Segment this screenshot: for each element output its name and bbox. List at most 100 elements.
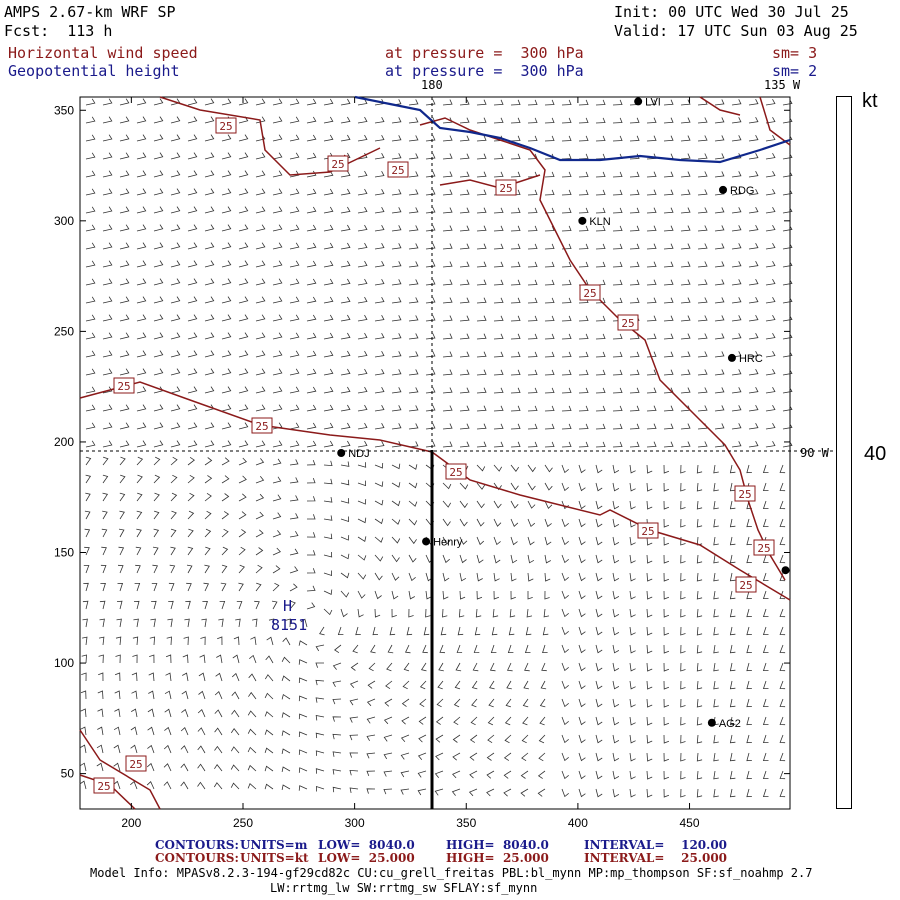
wind-barb	[264, 692, 274, 700]
wind-barb	[663, 171, 674, 178]
wind-barb	[469, 752, 478, 761]
wind-barb	[629, 752, 636, 762]
contour-label-box	[734, 485, 756, 502]
wind-barb	[765, 117, 776, 124]
wind-barb	[746, 716, 752, 726]
wind-barb	[102, 116, 113, 124]
wind-barb	[408, 423, 419, 430]
wind-barb	[238, 493, 247, 502]
wind-barb	[697, 153, 708, 160]
wind-barb	[476, 536, 485, 546]
wind-barb	[408, 608, 414, 618]
wind-barb	[612, 698, 620, 708]
contour-label-box	[113, 377, 135, 394]
wind-barb	[612, 662, 620, 672]
wind-barb	[442, 441, 453, 448]
wind-barb	[595, 225, 606, 232]
wind-barb	[612, 225, 623, 232]
wind-barb	[476, 279, 487, 286]
wind-barb	[746, 464, 752, 474]
wind-barb	[765, 171, 776, 178]
wind-barb	[476, 423, 487, 430]
wind-barb	[383, 734, 393, 742]
wind-barb	[272, 440, 283, 448]
wind-barb	[663, 225, 674, 232]
wind-barb	[102, 492, 109, 502]
wind-barb	[391, 315, 402, 322]
wind-barb	[153, 368, 164, 376]
wind-barb	[578, 225, 589, 232]
wind-barb	[561, 644, 569, 654]
wind-barb	[595, 117, 606, 124]
wind-barb	[238, 475, 247, 484]
wind-barb	[612, 608, 620, 618]
wind-barb	[425, 153, 436, 160]
wind-barb	[746, 554, 752, 564]
contour-label-box	[215, 117, 237, 134]
wind-barb	[264, 747, 274, 754]
wind-barb	[315, 697, 325, 703]
wind-barb	[442, 99, 453, 106]
wind-barb	[629, 405, 640, 412]
wind-barb	[663, 716, 670, 726]
wind-barb	[731, 315, 742, 322]
height-contours-units: UNITS=m	[240, 838, 308, 852]
wind-barb	[612, 369, 623, 376]
wind-barb	[779, 500, 786, 510]
wind-barb	[408, 225, 419, 232]
wind-barb	[425, 225, 436, 232]
wind-barb	[612, 99, 623, 106]
wind-barb	[408, 99, 419, 106]
wind-contours-low: LOW= 25.000	[318, 851, 415, 865]
wind-barb	[408, 135, 419, 142]
wind-barb	[289, 296, 300, 304]
wind-barb	[102, 188, 113, 196]
wind-barb	[352, 644, 359, 654]
wind-barb	[374, 189, 385, 196]
wind-barb	[285, 618, 291, 628]
wind-barb	[544, 351, 555, 358]
wind-barb	[442, 536, 451, 545]
wind-barb	[663, 608, 670, 618]
wind-barb	[493, 171, 504, 178]
wind-barb	[544, 279, 555, 286]
wind-barb	[455, 662, 462, 672]
wind-barb	[238, 314, 249, 322]
wind-barb	[459, 315, 470, 322]
wind-barb	[595, 716, 603, 726]
wind-barb	[578, 788, 586, 798]
wind-barb	[247, 764, 257, 772]
wind-barb	[306, 116, 317, 124]
wind-barb	[442, 423, 453, 430]
wind-barb	[493, 423, 504, 430]
wind-barb	[119, 296, 130, 304]
wind-barb	[298, 767, 308, 773]
wind-barb	[255, 332, 266, 340]
wind-barb	[221, 260, 232, 268]
wind-barb	[595, 608, 603, 618]
wind-barb	[148, 672, 155, 682]
wind-barb	[272, 116, 283, 124]
wind-barb	[595, 333, 606, 340]
wind-barb	[289, 531, 299, 538]
wind-barb	[323, 404, 334, 412]
wind-barb	[612, 117, 623, 124]
wind-barb	[272, 547, 281, 556]
wind-barb	[765, 153, 776, 160]
wind-barb	[204, 314, 215, 322]
wind-barb	[113, 744, 121, 754]
wind-barb	[544, 500, 553, 509]
wind-barb	[332, 680, 342, 687]
wind-barb	[746, 626, 752, 636]
wind-barb	[83, 582, 89, 592]
wind-barb	[646, 770, 653, 780]
wind-barb	[476, 99, 487, 106]
wind-barb	[402, 680, 410, 690]
wind-barb	[255, 260, 266, 268]
wind-barb	[595, 698, 603, 708]
wind-barb	[544, 135, 555, 142]
wind-barb	[578, 536, 586, 546]
wind-barb	[762, 554, 769, 564]
wind-barb	[713, 590, 719, 600]
wind-barb	[442, 590, 449, 600]
